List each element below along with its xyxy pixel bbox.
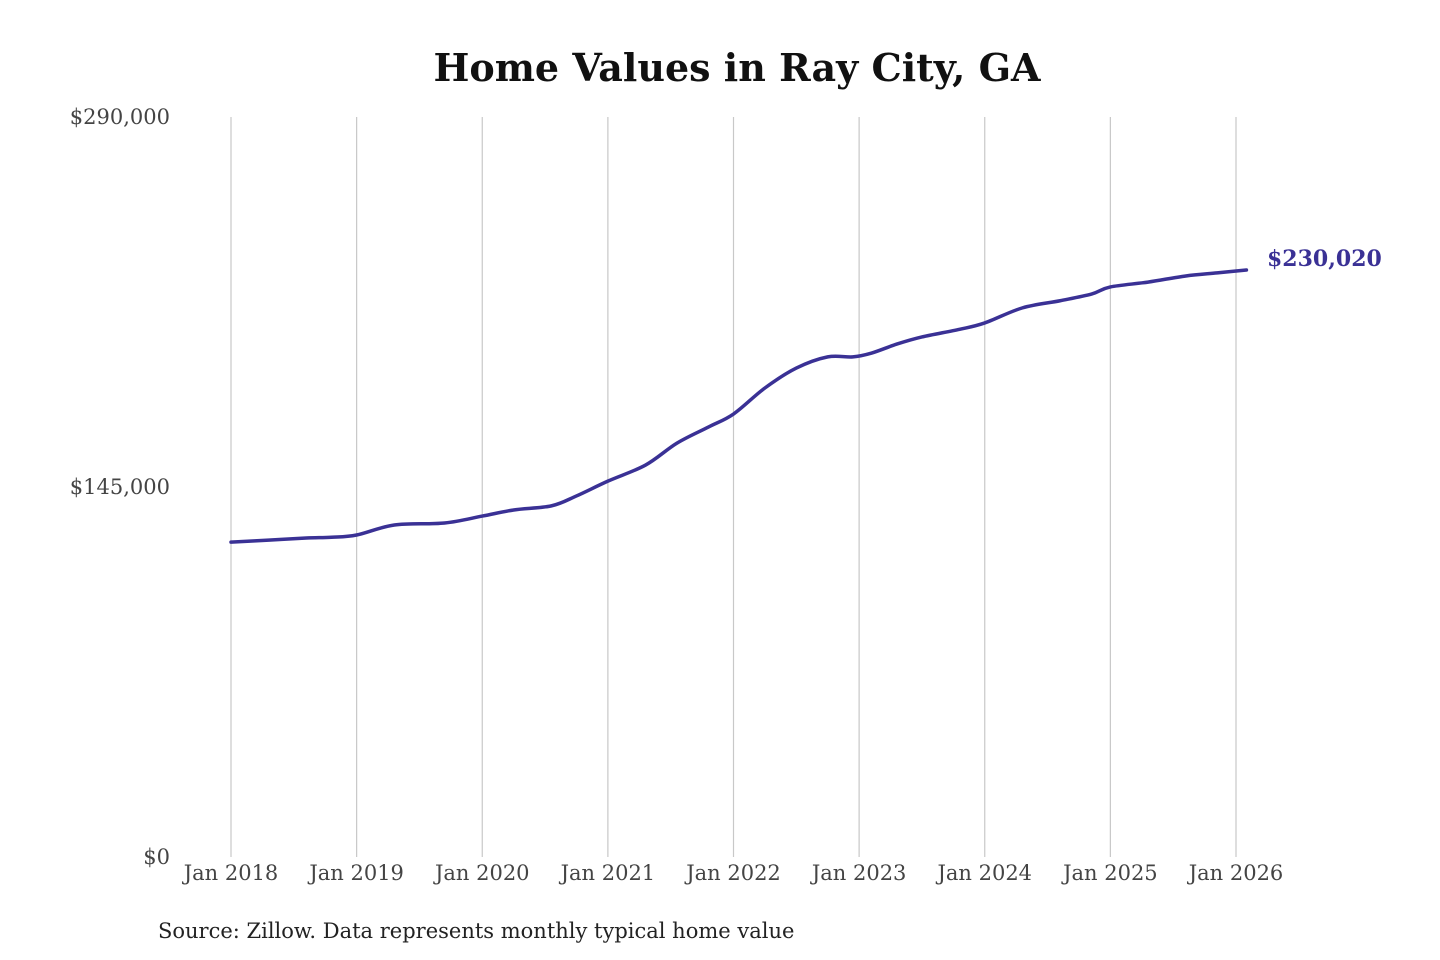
x-tick-label: Jan 2022 <box>684 861 781 885</box>
y-tick-label: $145,000 <box>70 475 170 499</box>
y-tick-label: $290,000 <box>70 105 170 129</box>
y-tick-label: $0 <box>143 845 170 869</box>
x-tick-label: Jan 2025 <box>1061 861 1158 885</box>
x-axis: Jan 2018 Jan 2019 Jan 2020 Jan 2021 Jan 2022… <box>182 861 1284 885</box>
x-tick-label: Jan 2020 <box>433 861 530 885</box>
x-tick-label: Jan 2018 <box>182 861 279 885</box>
x-tick-label: Jan 2019 <box>307 861 404 885</box>
chart-title: Home Values in Ray City, GA <box>433 45 1041 90</box>
series-line <box>229 268 1249 544</box>
x-tick-label: Jan 2024 <box>935 861 1032 885</box>
source-note: Source: Zillow. Data represents monthly … <box>158 919 794 943</box>
series <box>229 268 1249 544</box>
y-axis: $0 $145,000 $290,000 <box>70 105 170 869</box>
end-value-label: $230,020 <box>1267 246 1382 272</box>
grid-lines <box>230 117 1237 857</box>
x-tick-label: Jan 2021 <box>559 861 656 885</box>
x-tick-label: Jan 2026 <box>1187 861 1284 885</box>
x-tick-label: Jan 2023 <box>810 861 907 885</box>
